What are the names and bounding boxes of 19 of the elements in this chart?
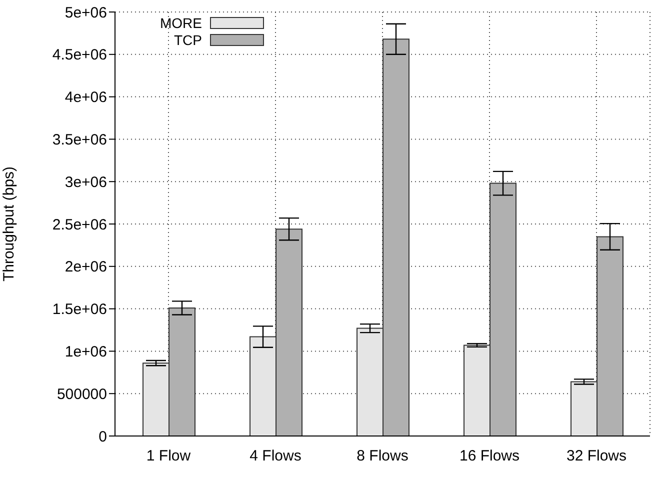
y-tick-label: 5e+06: [64, 4, 107, 22]
x-tick-label: 16 Flows: [459, 448, 520, 465]
y-tick-label: 500000: [56, 386, 107, 403]
y-tick-label: 1.5e+06: [52, 301, 107, 318]
y-tick-label: 2e+06: [64, 258, 107, 276]
y-tick-label: 4.5e+06: [52, 46, 107, 64]
y-axis-title: Throughput (bps): [0, 166, 18, 282]
y-tick-label: 3e+06: [64, 174, 107, 191]
x-tick-label: 32 Flows: [566, 448, 627, 465]
y-tick-label: 4e+06: [64, 89, 107, 106]
x-tick-label: 8 Flows: [356, 448, 408, 465]
y-tick-label: 0: [98, 428, 107, 446]
y-tick-label: 1e+06: [64, 344, 107, 361]
legend-label: MORE: [160, 14, 202, 30]
x-tick-label: 4 Flows: [250, 448, 302, 465]
x-tick-label: 1 Flow: [146, 448, 191, 465]
legend-label: TCP: [174, 32, 202, 48]
y-tick-label: 2.5e+06: [52, 216, 107, 234]
y-tick-label: 3.5e+06: [52, 132, 107, 149]
